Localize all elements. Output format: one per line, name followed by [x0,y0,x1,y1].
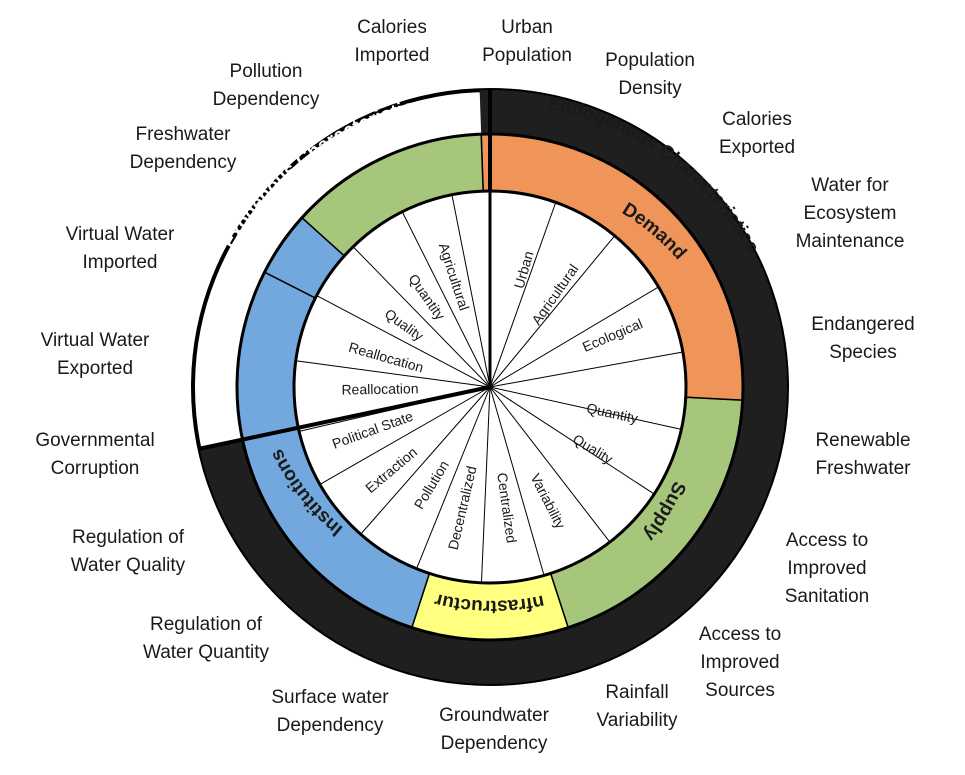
outer-label-line: Access to [786,530,868,551]
spoke-line [489,386,545,576]
outer-label-line: Corruption [51,458,140,479]
spoke-line [316,295,491,388]
outer-label-surface-water-dependency: Surface water Dependency [271,687,389,736]
outer-label-line: Species [829,342,897,363]
spoke-line [489,351,683,388]
outer-label-access-to-improved-sanitation: Access to Improved Sanitation [785,530,870,607]
outer-label-line: Surface water [271,687,389,708]
outer-label-line: Water Quality [71,555,186,576]
spoke-line [360,386,491,535]
outer-label-line: Pollution [230,61,303,82]
outer-label-line: Water Quantity [143,642,270,663]
outer-label-line: Access to [699,624,781,645]
outer-label-line: Freshwater [135,124,231,145]
outer-label-line: Dependency [277,715,384,736]
outer-label-line: Sources [705,680,775,701]
outer-label-line: Dependency [130,152,237,173]
outer-label-line: Population [605,50,695,71]
outer-label-line: Maintenance [796,231,905,252]
outer-label-line: Renewable [815,430,910,451]
outer-label-line: Groundwater [439,705,550,726]
outer-label-line: Improved [700,652,779,673]
outer-label-groundwater-dependency: Groundwater Dependency [439,705,550,754]
spoke-label-reallocation: Reallocation [341,380,418,397]
spoke-line [489,202,557,388]
outer-label-line: Ecosystem [804,203,897,224]
outer-label-line: Freshwater [815,458,911,479]
outer-label-line: Rainfall [605,682,668,703]
outer-label-line: Exported [719,137,795,158]
outer-label-line: Imported [83,252,158,273]
outer-label-calories-imported: Calories Imported [355,17,430,66]
outer-label-line: Regulation of [150,614,263,635]
spoke-line [480,386,491,583]
outer-label-calories-exported: Calories Exported [719,109,795,158]
spoke-line [319,386,491,485]
outer-label-line: Exported [57,358,133,379]
outer-label-renewable-freshwater: Renewable Freshwater [815,430,911,479]
outer-label-governmental-corruption: Governmental Corruption [35,430,154,479]
outer-label-virtual-water-exported: Virtual Water Exported [41,330,150,379]
outer-label-water-for-ecosystem-maintenance: Water for Ecosystem Maintenance [796,175,905,252]
outer-label-line: Virtual Water [41,330,150,351]
spoke-line [401,211,491,388]
outer-label-line: Urban [501,17,553,38]
outer-label-line: Virtual Water [66,224,175,245]
outer-label-line: Sanitation [785,586,870,607]
spoke-line [416,386,491,569]
spoke-line [489,286,659,388]
outer-label-virtual-water-imported: Virtual Water Imported [66,224,175,273]
outer-label-line: Improved [787,558,866,579]
spoke-line [352,246,491,388]
outer-label-freshwater-dependency: Freshwater Dependency [130,124,237,173]
spoke-line [489,386,682,430]
outer-label-line: Regulation of [72,527,185,548]
outer-label-regulation-of-water-quantity: Regulation of Water Quantity [143,614,270,663]
outer-label-line: Calories [722,109,792,130]
outer-label-population-density: Population Density [605,50,695,99]
outer-label-line: Calories [357,17,427,38]
outer-label-regulation-of-water-quality: Regulation of Water Quality [71,527,186,576]
outer-label-access-to-improved-sources: Access to Improved Sources [699,624,781,701]
spoke-lines [199,90,683,583]
outer-label-pollution-dependency: Pollution Dependency [213,61,320,110]
spoke-line [489,386,611,543]
outer-label-rainfall-variability: Rainfall Variability [597,682,678,731]
outer-label-endangered-species: Endangered Species [811,314,915,363]
outer-label-line: Endangered [811,314,915,335]
spoke-line [451,194,491,388]
spoke-line [489,386,655,495]
outer-label-line: Dependency [441,733,548,754]
outer-label-line: Density [618,78,682,99]
outer-label-line: Water for [811,175,889,196]
outer-labels: Urban Population Population Density Calories… [35,17,914,754]
outer-label-line: Population [482,45,572,66]
spoke-line [295,360,491,388]
outer-label-urban-population: Urban Population [482,17,572,66]
outer-label-line: Dependency [213,89,320,110]
outer-label-line: Governmental [35,430,154,451]
outer-label-line: Variability [597,710,678,731]
outer-label-line: Imported [355,45,430,66]
spoke-line [489,235,616,388]
exogenous-endogenous-divider [199,385,491,451]
